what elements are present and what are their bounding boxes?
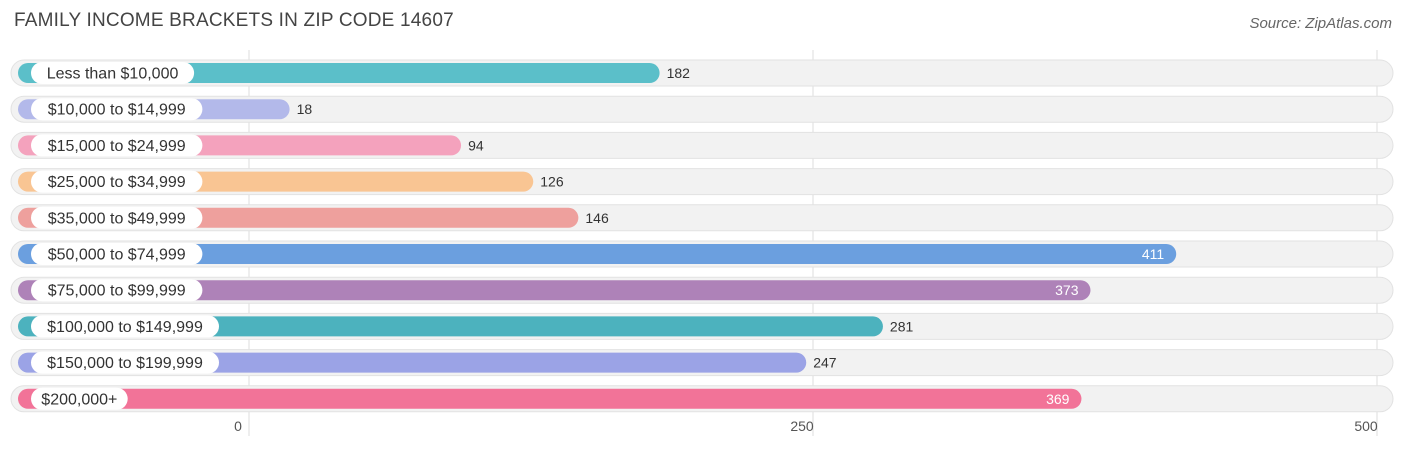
- value-label: 373: [1055, 282, 1079, 298]
- category-pill: [31, 351, 219, 374]
- category-label: Less than $10,000: [47, 66, 179, 83]
- category-label: $100,000 to $149,999: [47, 319, 203, 336]
- category-label: $200,000+: [41, 391, 117, 408]
- chart-source: Source: ZipAtlas.com: [1249, 15, 1392, 32]
- bar: [18, 388, 1082, 409]
- bar: [18, 244, 1177, 264]
- category-pill: [31, 387, 128, 410]
- chart-title: FAMILY INCOME BRACKETS IN ZIP CODE 14607: [14, 10, 454, 31]
- category-label: $25,000 to $34,999: [48, 174, 186, 191]
- value-label: 94: [468, 137, 484, 153]
- category-label: $35,000 to $49,999: [48, 210, 186, 227]
- category-pill: [31, 279, 203, 302]
- value-label: 369: [1046, 391, 1070, 407]
- category-label: $75,000 to $99,999: [48, 283, 186, 300]
- category-pill: [31, 243, 203, 265]
- category-pill: [31, 206, 203, 229]
- bar-track: [10, 95, 1394, 123]
- category-label: $15,000 to $24,999: [48, 138, 186, 155]
- category-label: $150,000 to $199,999: [47, 355, 203, 372]
- value-label: 18: [297, 101, 313, 117]
- category-pill: [31, 315, 219, 338]
- x-tick-label: 500: [1354, 418, 1378, 434]
- x-tick-label: 0: [234, 418, 242, 434]
- category-pill: [31, 62, 195, 84]
- category-pill: [31, 134, 203, 157]
- category-label: $10,000 to $14,999: [48, 102, 186, 119]
- value-label: 182: [667, 65, 691, 81]
- category-label: $50,000 to $74,999: [48, 247, 186, 264]
- value-label: 126: [540, 174, 564, 190]
- value-label: 281: [890, 318, 914, 334]
- bar: [18, 280, 1091, 301]
- category-pill: [31, 170, 203, 193]
- value-label: 146: [585, 210, 609, 226]
- bar: [18, 316, 883, 337]
- value-label: 411: [1142, 246, 1165, 262]
- value-label: 247: [813, 355, 837, 371]
- x-tick-label: 250: [790, 418, 814, 434]
- category-pill: [31, 98, 203, 121]
